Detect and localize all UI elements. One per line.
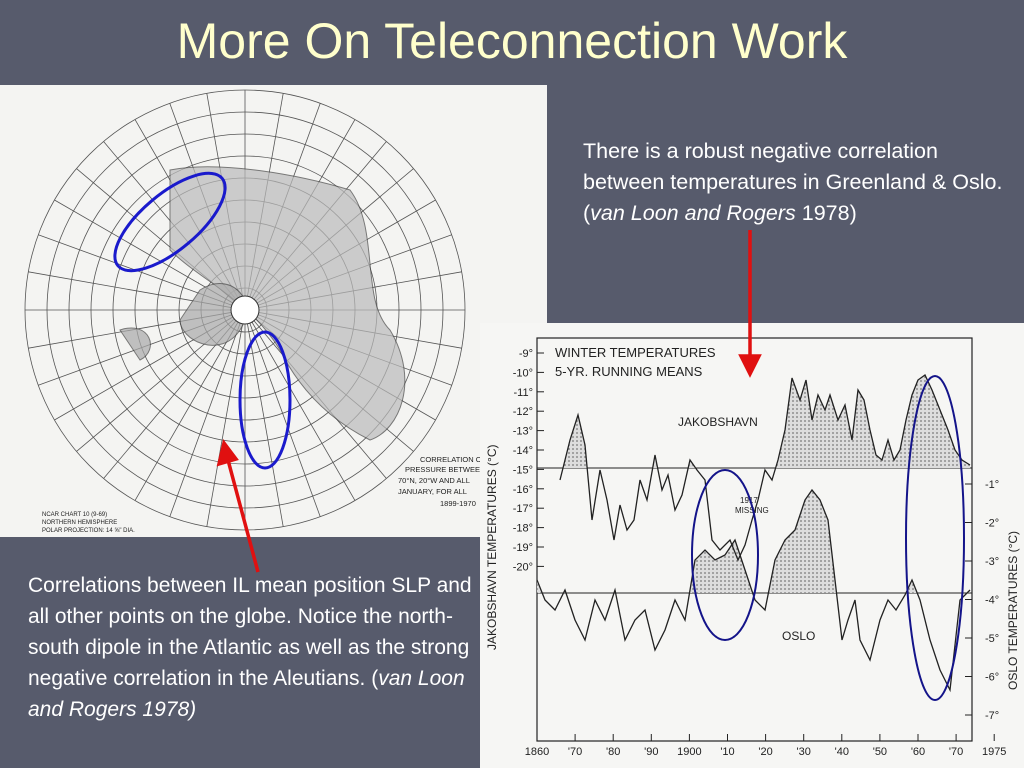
highlight-ellipse (238, 330, 292, 470)
axis-label: JAKOBSHAVN TEMPERATURES (°C) (485, 445, 499, 651)
tick-label: -4° (985, 595, 999, 607)
meridian (251, 321, 356, 501)
figure-title: WINTER TEMPERATURES (555, 345, 716, 360)
map-pole (230, 295, 260, 325)
meridian (134, 321, 239, 501)
tick-label: -13° (513, 426, 533, 438)
meridian (54, 199, 234, 304)
map-shading (169, 166, 406, 441)
meridian (249, 323, 321, 517)
tick-label: '80 (606, 746, 620, 758)
tick-label: '30 (797, 746, 811, 758)
tick-label: 1975 (982, 746, 1006, 758)
meridian (247, 323, 284, 527)
tick-label: -12° (513, 406, 533, 418)
tick-label: '60 (911, 746, 925, 758)
tick-label: -16° (513, 484, 533, 496)
highlight-ellipse (905, 375, 965, 701)
slide-title: More On Teleconnection Work (176, 13, 848, 69)
tick-label: '70 (949, 746, 963, 758)
map-caption: CORRELATION OF (420, 455, 487, 464)
chart-frame (536, 337, 973, 742)
curves (536, 374, 971, 693)
left-text: Correlations between IL mean position SL… (28, 570, 473, 725)
shading (560, 375, 970, 468)
tick-label: -20° (513, 561, 533, 573)
ticks: -9° -10° -11° -12° -13° -14° -15° -16° -17° -18° -… (513, 348, 1007, 758)
tick-label: -5° (985, 633, 999, 645)
tick-label: -14° (513, 445, 533, 457)
map-caption: JANUARY, FOR ALL (398, 487, 467, 496)
meridian (169, 323, 241, 517)
curve (559, 374, 971, 562)
meridian (103, 320, 237, 479)
tick-label: -19° (513, 542, 533, 554)
citation: van Loon and Rogers (590, 201, 796, 225)
map-caption: 1899-1970 (440, 499, 476, 508)
series-label: JAKOBSHAVN (678, 415, 758, 429)
map-note: NORTHERN HEMISPHERE (42, 520, 117, 526)
tick-label: '70 (568, 746, 582, 758)
text: There is a robust negative correlation b… (583, 139, 1003, 225)
tick-label: -7° (985, 710, 999, 722)
tick-label: -18° (513, 523, 533, 535)
tick-label: '10 (720, 746, 734, 758)
tick-label: -3° (985, 556, 999, 568)
tick-label: -10° (513, 367, 533, 379)
tick-label: -6° (985, 672, 999, 684)
map-caption: 70°N, 20°W AND ALL (398, 476, 470, 485)
tick-label: 1860 (525, 746, 549, 758)
tick-label: -17° (513, 503, 533, 515)
tick-label: 1900 (677, 746, 701, 758)
highlight-ellipse (691, 469, 759, 641)
chart-image (480, 323, 1024, 768)
figure-title: 5-YR. RUNNING MEANS (555, 364, 703, 379)
highlight-ellipse (113, 171, 227, 273)
series-label: OSLO (782, 629, 815, 643)
axis-label: OSLO TEMPERATURES (°C) (1006, 531, 1020, 690)
note: 1917 (740, 496, 758, 505)
right-text: There is a robust negative correlation b… (583, 136, 1013, 229)
tick-label: '20 (758, 746, 772, 758)
citation: van Loon and Rogers 1978) (28, 667, 465, 721)
meridian (206, 323, 243, 527)
text: 1978) (795, 201, 857, 225)
arrows (216, 230, 762, 573)
tick-label: -2° (985, 518, 999, 530)
tick-label: '40 (835, 746, 849, 758)
tick-label: '90 (644, 746, 658, 758)
map-shading (119, 283, 247, 361)
text: Correlations between IL mean position SL… (28, 574, 472, 690)
tick-label: -1° (985, 479, 999, 491)
tick-label: -9° (519, 348, 533, 360)
map-note: POLAR PROJECTION: 14 ⅝" DIA. (42, 528, 135, 534)
tick-label: '50 (873, 746, 887, 758)
curve (536, 488, 971, 693)
tick-label: -11° (514, 387, 533, 399)
map-note: NCAR CHART 10 (9-69) (42, 512, 107, 518)
map-caption: PRESSURE BETWEEN (405, 465, 485, 474)
note: MISSING (735, 506, 769, 515)
tick-label: -15° (513, 464, 533, 476)
